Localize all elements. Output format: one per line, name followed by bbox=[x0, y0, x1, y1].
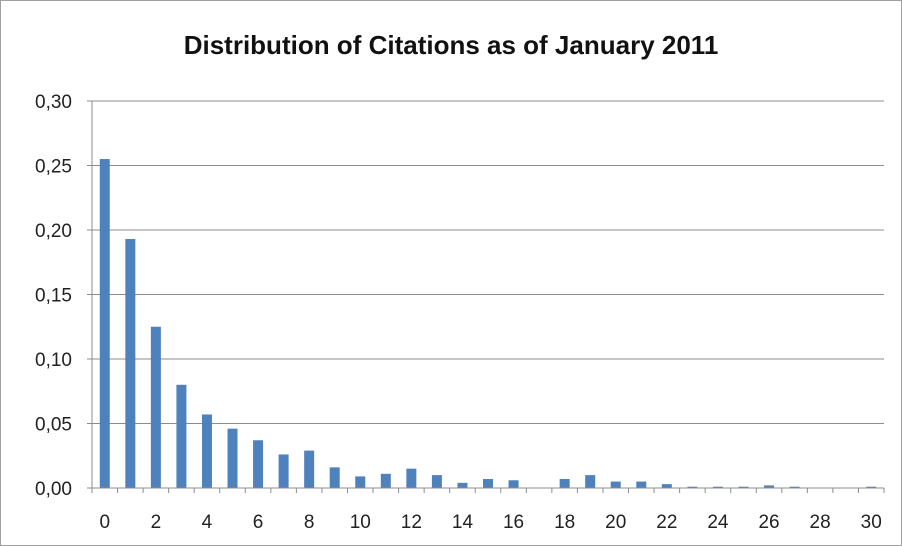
bar bbox=[508, 480, 519, 488]
bar bbox=[712, 486, 723, 488]
x-tick-label: 18 bbox=[554, 512, 575, 533]
bar bbox=[201, 414, 212, 488]
x-tick-label: 28 bbox=[810, 512, 831, 533]
bar bbox=[738, 486, 749, 488]
x-tick-label: 30 bbox=[861, 512, 882, 533]
bar bbox=[610, 481, 621, 488]
x-tick-label: 10 bbox=[350, 512, 371, 533]
bar bbox=[687, 486, 698, 488]
bar bbox=[406, 468, 417, 488]
bars bbox=[99, 159, 877, 489]
x-tick-label: 12 bbox=[401, 512, 422, 533]
x-tick-label: 24 bbox=[707, 512, 729, 533]
bar bbox=[866, 486, 877, 488]
bar bbox=[636, 481, 647, 488]
bar bbox=[278, 454, 289, 488]
bar bbox=[380, 473, 391, 488]
bar bbox=[125, 239, 136, 488]
bar bbox=[764, 485, 775, 488]
y-tick-label: 0,20 bbox=[35, 221, 72, 242]
chart-title: Distribution of Citations as of January … bbox=[183, 30, 719, 60]
bar bbox=[329, 467, 340, 488]
bar bbox=[253, 440, 264, 488]
y-tick-label: 0,05 bbox=[35, 415, 72, 436]
bar bbox=[789, 486, 800, 488]
y-tick-label: 0,25 bbox=[35, 157, 72, 178]
x-tick-label: 22 bbox=[656, 512, 677, 533]
bar bbox=[661, 484, 672, 488]
x-tick-label: 4 bbox=[202, 512, 213, 533]
x-tick-label: 6 bbox=[253, 512, 264, 533]
y-tick-label: 0,30 bbox=[35, 92, 72, 113]
bar bbox=[483, 478, 493, 488]
y-tick-labels: 0,00 0,05 0,10 0,15 0,20 0,25 0,30 bbox=[35, 92, 72, 500]
x-tick-label: 20 bbox=[605, 512, 626, 533]
y-tick-label: 0,15 bbox=[35, 286, 72, 307]
x-tick-label: 16 bbox=[503, 512, 524, 533]
x-tick-label: 8 bbox=[304, 512, 315, 533]
bar bbox=[355, 476, 366, 488]
bar bbox=[227, 428, 238, 488]
bar bbox=[150, 326, 161, 488]
axes bbox=[87, 100, 885, 493]
bar bbox=[99, 159, 110, 489]
bar bbox=[304, 450, 315, 488]
bar bbox=[585, 475, 596, 488]
gridlines bbox=[92, 100, 884, 424]
bar bbox=[431, 475, 442, 488]
x-tick-label: 0 bbox=[99, 512, 110, 533]
bar bbox=[559, 478, 570, 488]
y-tick-label: 0,10 bbox=[35, 350, 72, 371]
x-tick-label: 14 bbox=[452, 512, 474, 533]
bar bbox=[457, 482, 468, 488]
x-tick-labels: 0 2 4 6 8 10 12 14 16 18 20 22 24 26 28 30 bbox=[99, 512, 881, 533]
x-tick-label: 26 bbox=[758, 512, 779, 533]
x-tick-label: 2 bbox=[151, 512, 162, 533]
y-tick-label: 0,00 bbox=[35, 479, 72, 500]
bar bbox=[176, 384, 187, 488]
